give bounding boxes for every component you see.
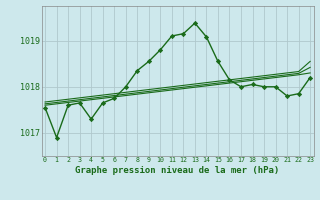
X-axis label: Graphe pression niveau de la mer (hPa): Graphe pression niveau de la mer (hPa) (76, 166, 280, 175)
